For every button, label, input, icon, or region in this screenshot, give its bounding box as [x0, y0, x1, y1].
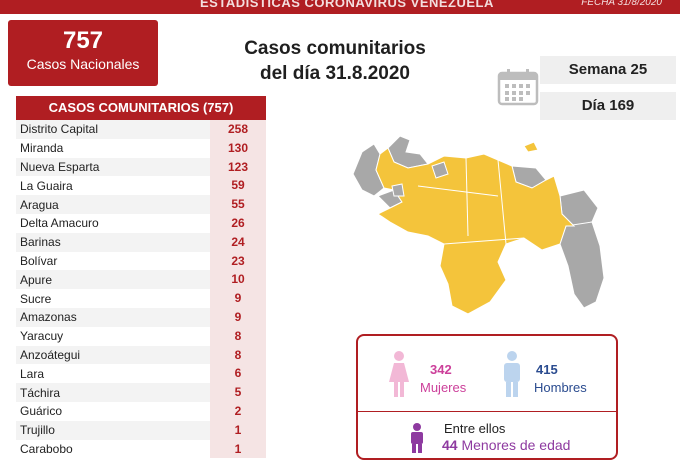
map-state-carabobo	[431, 161, 449, 179]
case-count: 1	[210, 439, 266, 459]
table-row: La Guaira 59	[16, 176, 266, 196]
table-row: Sucre 9	[16, 289, 266, 308]
state-name: Miranda	[20, 141, 64, 156]
minors-text: 44 Menores de edad	[442, 437, 570, 453]
case-count: 55	[210, 195, 266, 214]
map-state-nueva-esparta	[523, 141, 539, 153]
case-count: 26	[210, 213, 266, 233]
case-count: 123	[210, 157, 266, 177]
state-name: Amazonas	[20, 310, 77, 325]
calendar-icon	[497, 69, 539, 106]
child-icon	[411, 423, 423, 453]
cases-table: CASOS COMUNITARIOS (757) Distrito Capita…	[16, 96, 266, 459]
table-row: Trujillo 1	[16, 420, 266, 440]
page-title-line1: Casos comunitarios	[244, 38, 426, 59]
table-row: Amazonas 9	[16, 307, 266, 327]
male-count: 415	[536, 362, 558, 377]
state-name: Barinas	[20, 235, 61, 250]
case-count: 130	[210, 138, 266, 158]
table-row: Anzoátegui 8	[16, 345, 266, 365]
state-name: Yaracuy	[20, 329, 64, 344]
total-cases-box: 757 Casos Nacionales	[8, 20, 158, 86]
total-cases-label: Casos Nacionales	[26, 56, 140, 72]
minors-count: 44	[442, 437, 458, 453]
day-box: Día 169	[540, 92, 676, 120]
state-name: Distrito Capital	[20, 122, 99, 137]
table-row: Lara 6	[16, 364, 266, 384]
case-count: 59	[210, 176, 266, 196]
case-count: 6	[210, 364, 266, 384]
week-box: Semana 25	[540, 56, 676, 84]
map-state-guayana	[559, 221, 605, 309]
divider	[358, 411, 616, 412]
male-icon	[504, 351, 520, 397]
table-row: Guárico 2	[16, 401, 266, 421]
cases-table-header: CASOS COMUNITARIOS (757)	[16, 96, 266, 120]
table-row: Yaracuy 8	[16, 326, 266, 346]
case-count: 23	[210, 251, 266, 271]
table-row: Miranda 130	[16, 138, 266, 158]
case-count: 8	[210, 345, 266, 365]
page-title-line2: del día 31.8.2020	[260, 63, 410, 84]
table-row: Aragua 55	[16, 195, 266, 214]
demographics-box: 342 Mujeres 415 Hombres Entre ellos 44 M…	[356, 334, 618, 460]
state-name: Lara	[20, 366, 45, 381]
case-count: 258	[210, 120, 266, 139]
case-count: 1	[210, 420, 266, 440]
table-row: Delta Amacuro 26	[16, 213, 266, 233]
state-name: Anzoátegui	[20, 347, 81, 362]
state-name: Sucre	[20, 291, 52, 306]
cases-table-body: Distrito Capital 258 Miranda 130 Nueva Espar…	[16, 120, 266, 459]
header-date: FECHA 31/8/2020	[581, 0, 662, 8]
male-label: Hombres	[534, 380, 587, 395]
venezuela-map	[352, 135, 605, 315]
table-row: Apure 10	[16, 270, 266, 290]
header-title: ESTADÍSTICAS CORONAVIRUS VENEZUELA	[200, 0, 494, 10]
table-row: Barinas 24	[16, 232, 266, 252]
female-icon	[389, 351, 409, 397]
case-count: 24	[210, 232, 266, 252]
state-name: Apure	[20, 272, 53, 287]
total-cases-value: 757	[62, 27, 104, 54]
map-state-main	[375, 147, 576, 315]
minors-intro: Entre ellos	[444, 421, 506, 436]
page-title: Casos comunitarios del día 31.8.2020	[215, 36, 455, 86]
female-label: Mujeres	[420, 380, 467, 395]
state-name: Delta Amacuro	[20, 216, 99, 231]
case-count: 2	[210, 401, 266, 421]
table-row: Nueva Esparta 123	[16, 157, 266, 177]
minors-label: Menores de edad	[461, 437, 571, 453]
header-bar: ESTADÍSTICAS CORONAVIRUS VENEZUELA FECHA…	[0, 0, 680, 14]
female-count: 342	[430, 362, 452, 377]
state-name: Aragua	[20, 197, 59, 212]
case-count: 9	[210, 307, 266, 327]
case-count: 9	[210, 289, 266, 308]
table-row: Distrito Capital 258	[16, 120, 266, 139]
case-count: 8	[210, 326, 266, 346]
state-name: Nueva Esparta	[20, 159, 100, 174]
table-row: Táchira 5	[16, 383, 266, 402]
map-state-trujillo	[391, 183, 405, 197]
case-count: 10	[210, 270, 266, 290]
state-name: Trujillo	[20, 423, 55, 438]
state-name: La Guaira	[20, 178, 73, 193]
state-name: Táchira	[20, 385, 61, 400]
state-name: Guárico	[20, 404, 63, 419]
table-row: Bolívar 23	[16, 251, 266, 271]
table-row: Carabobo 1	[16, 439, 266, 459]
state-name: Carabobo	[20, 441, 73, 456]
state-name: Bolívar	[20, 253, 58, 268]
case-count: 5	[210, 383, 266, 402]
